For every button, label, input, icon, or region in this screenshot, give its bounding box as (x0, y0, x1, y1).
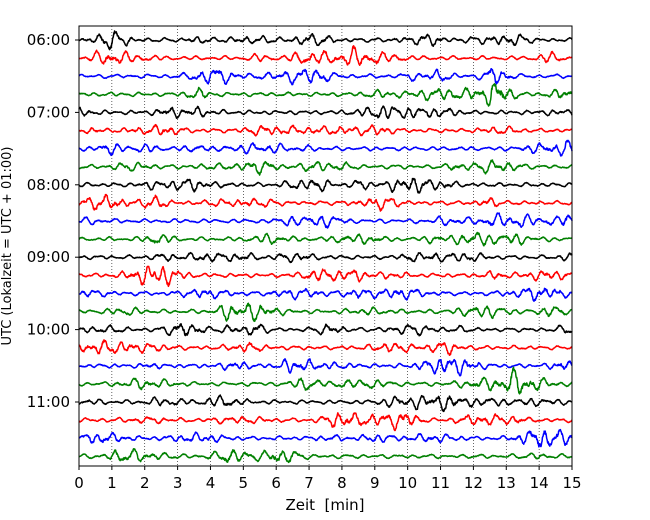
y-axis-label: UTC (Lokalzeit = UTC + 01:00) (0, 147, 15, 346)
x-tick-label: 13 (497, 474, 516, 492)
x-tick-label: 6 (271, 474, 281, 492)
y-tick-label: 09:00 (27, 248, 70, 266)
x-tick-label: 5 (239, 474, 249, 492)
x-gridlines (111, 26, 540, 466)
x-tick-label: 0 (74, 474, 84, 492)
plot-background (79, 26, 572, 466)
x-tick-label: 8 (337, 474, 347, 492)
seismogram-trace (78, 159, 573, 176)
seismogram-trace (78, 339, 573, 356)
x-tick-label: 3 (173, 474, 183, 492)
y-tick-label: 07:00 (27, 103, 70, 121)
seismogram-trace (78, 265, 573, 288)
x-tick-label: 4 (206, 474, 216, 492)
x-axis-label: Zeit [min] (285, 496, 364, 514)
x-tick-label: 1 (107, 474, 117, 492)
seismogram-trace (78, 177, 573, 194)
seismogram-trace (78, 448, 573, 464)
seismogram-trace (78, 251, 573, 264)
y-tick-label: 11:00 (27, 393, 70, 411)
seismogram-trace (78, 193, 573, 212)
plot-frame (78, 25, 573, 467)
seismogram-trace (78, 231, 573, 247)
seismogram-trace (78, 105, 573, 120)
x-axis-ticks: 0 1 2 3 4 5 6 7 8 9 10 11 12 13 14 15 (74, 466, 582, 492)
seismogram-trace (78, 68, 573, 86)
y-axis-ticks: 06:00 07:00 08:00 09:00 10:00 11:00 (27, 31, 79, 411)
seismogram-trace (78, 212, 573, 229)
x-tick-label: 7 (304, 474, 314, 492)
seismogram-trace (78, 358, 573, 377)
x-tick-label: 2 (140, 474, 150, 492)
x-tick-label: 10 (398, 474, 417, 492)
x-tick-label: 14 (530, 474, 549, 492)
seismogram-trace (78, 139, 573, 157)
x-tick-label: 15 (562, 474, 581, 492)
x-tick-label: 12 (464, 474, 483, 492)
seismogram-trace (78, 287, 573, 303)
seismogram-trace (78, 428, 573, 448)
y-tick-label: 06:00 (27, 31, 70, 49)
y-tick-label: 10:00 (27, 321, 70, 339)
seismogram-trace (78, 366, 573, 395)
seismogram-trace (78, 394, 573, 413)
seismogram-trace (78, 302, 573, 323)
seismogram-trace (78, 30, 573, 51)
seismogram-trace (78, 323, 573, 337)
y-tick-label: 08:00 (27, 176, 70, 194)
seismogram-trace (78, 412, 573, 432)
seismogram-traces (78, 30, 573, 464)
seismogram-trace (78, 45, 573, 67)
seismogram-trace (78, 123, 573, 137)
seismogram-trace (78, 83, 573, 107)
x-tick-label: 11 (431, 474, 450, 492)
x-tick-label: 9 (370, 474, 380, 492)
